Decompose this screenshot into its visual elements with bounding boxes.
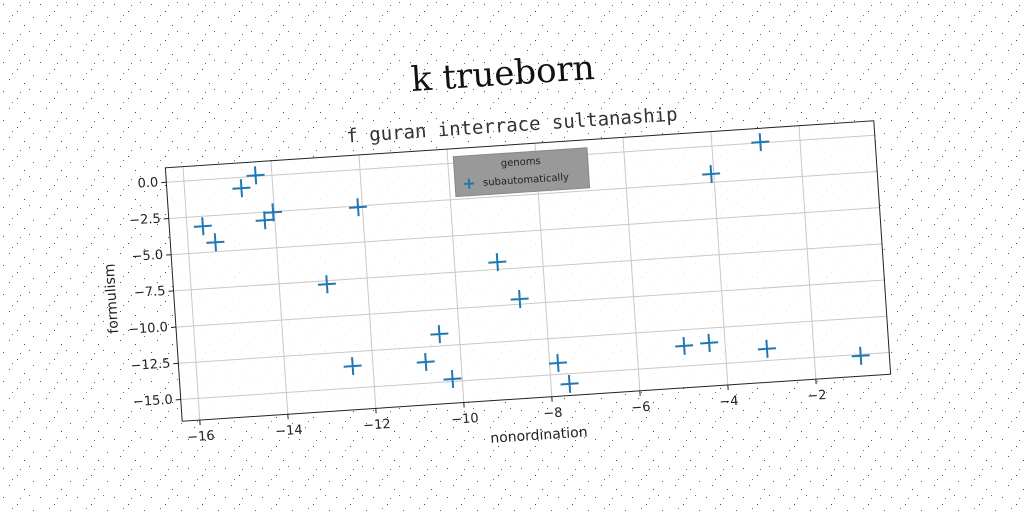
scatter-point xyxy=(264,203,283,222)
x-tick-label: −2 xyxy=(807,388,827,404)
grid-line xyxy=(175,279,885,328)
y-tick-label: −15.0 xyxy=(133,393,174,411)
y-tick-label: −10.0 xyxy=(128,320,169,338)
scatter-point xyxy=(757,339,777,358)
scatter-point xyxy=(232,179,251,198)
grid-line xyxy=(178,315,887,364)
legend-marker xyxy=(464,178,475,189)
grid-line xyxy=(180,351,890,401)
scatter-point xyxy=(510,289,529,309)
scatter-point xyxy=(751,133,770,152)
grid-line xyxy=(168,170,878,219)
scatter-point xyxy=(851,346,870,365)
legend-box xyxy=(452,147,591,198)
plot-area: −16 −14 −12 −10 −8 −6 −4 −2 0.0 −2.5 −5.0 −7.5 −10.0… xyxy=(102,120,892,447)
y-axis-label: formulism xyxy=(102,263,123,334)
scatter-point xyxy=(675,336,694,355)
scatter-point xyxy=(246,166,265,185)
y-tick-label: −5.0 xyxy=(131,248,164,265)
grid-line xyxy=(171,207,880,256)
scatter-point xyxy=(560,374,579,393)
scatter-point xyxy=(193,217,212,236)
y-tick-label: 0.0 xyxy=(137,175,159,191)
y-tick-label: −2.5 xyxy=(129,212,162,229)
scatter-point xyxy=(317,275,336,294)
x-tick-label: −12 xyxy=(363,417,391,434)
grid-line xyxy=(182,166,201,421)
legend-title: genoms xyxy=(501,156,542,170)
grid-line xyxy=(622,137,641,391)
grid-line xyxy=(798,125,817,380)
scatter-point xyxy=(488,253,507,272)
scatter-point xyxy=(348,198,368,217)
y-tick-label: −12.5 xyxy=(130,356,171,374)
scatter-point xyxy=(700,333,719,352)
grid-line xyxy=(446,149,465,403)
x-tick-label: −6 xyxy=(631,400,651,416)
x-tick-label: −10 xyxy=(451,411,479,428)
grid-line xyxy=(270,160,289,415)
x-tick-label: −16 xyxy=(187,429,215,446)
grid-line xyxy=(173,243,883,292)
scatter-point xyxy=(430,325,449,344)
scatter-point xyxy=(443,369,462,389)
scatter-point xyxy=(343,357,362,376)
x-tick-label: −8 xyxy=(543,406,563,422)
scatter-point xyxy=(416,352,435,372)
scatter-point xyxy=(206,233,225,252)
x-tick-label: −14 xyxy=(275,423,303,440)
x-axis-label: nonordination xyxy=(490,424,588,446)
grid-line xyxy=(358,154,377,409)
scatter-point xyxy=(255,211,274,230)
x-tick-label: −4 xyxy=(719,394,739,410)
scatter-point xyxy=(702,164,721,184)
y-tick-label: −7.5 xyxy=(134,284,167,301)
plot-frame xyxy=(164,120,892,422)
scatter-point xyxy=(548,353,568,373)
